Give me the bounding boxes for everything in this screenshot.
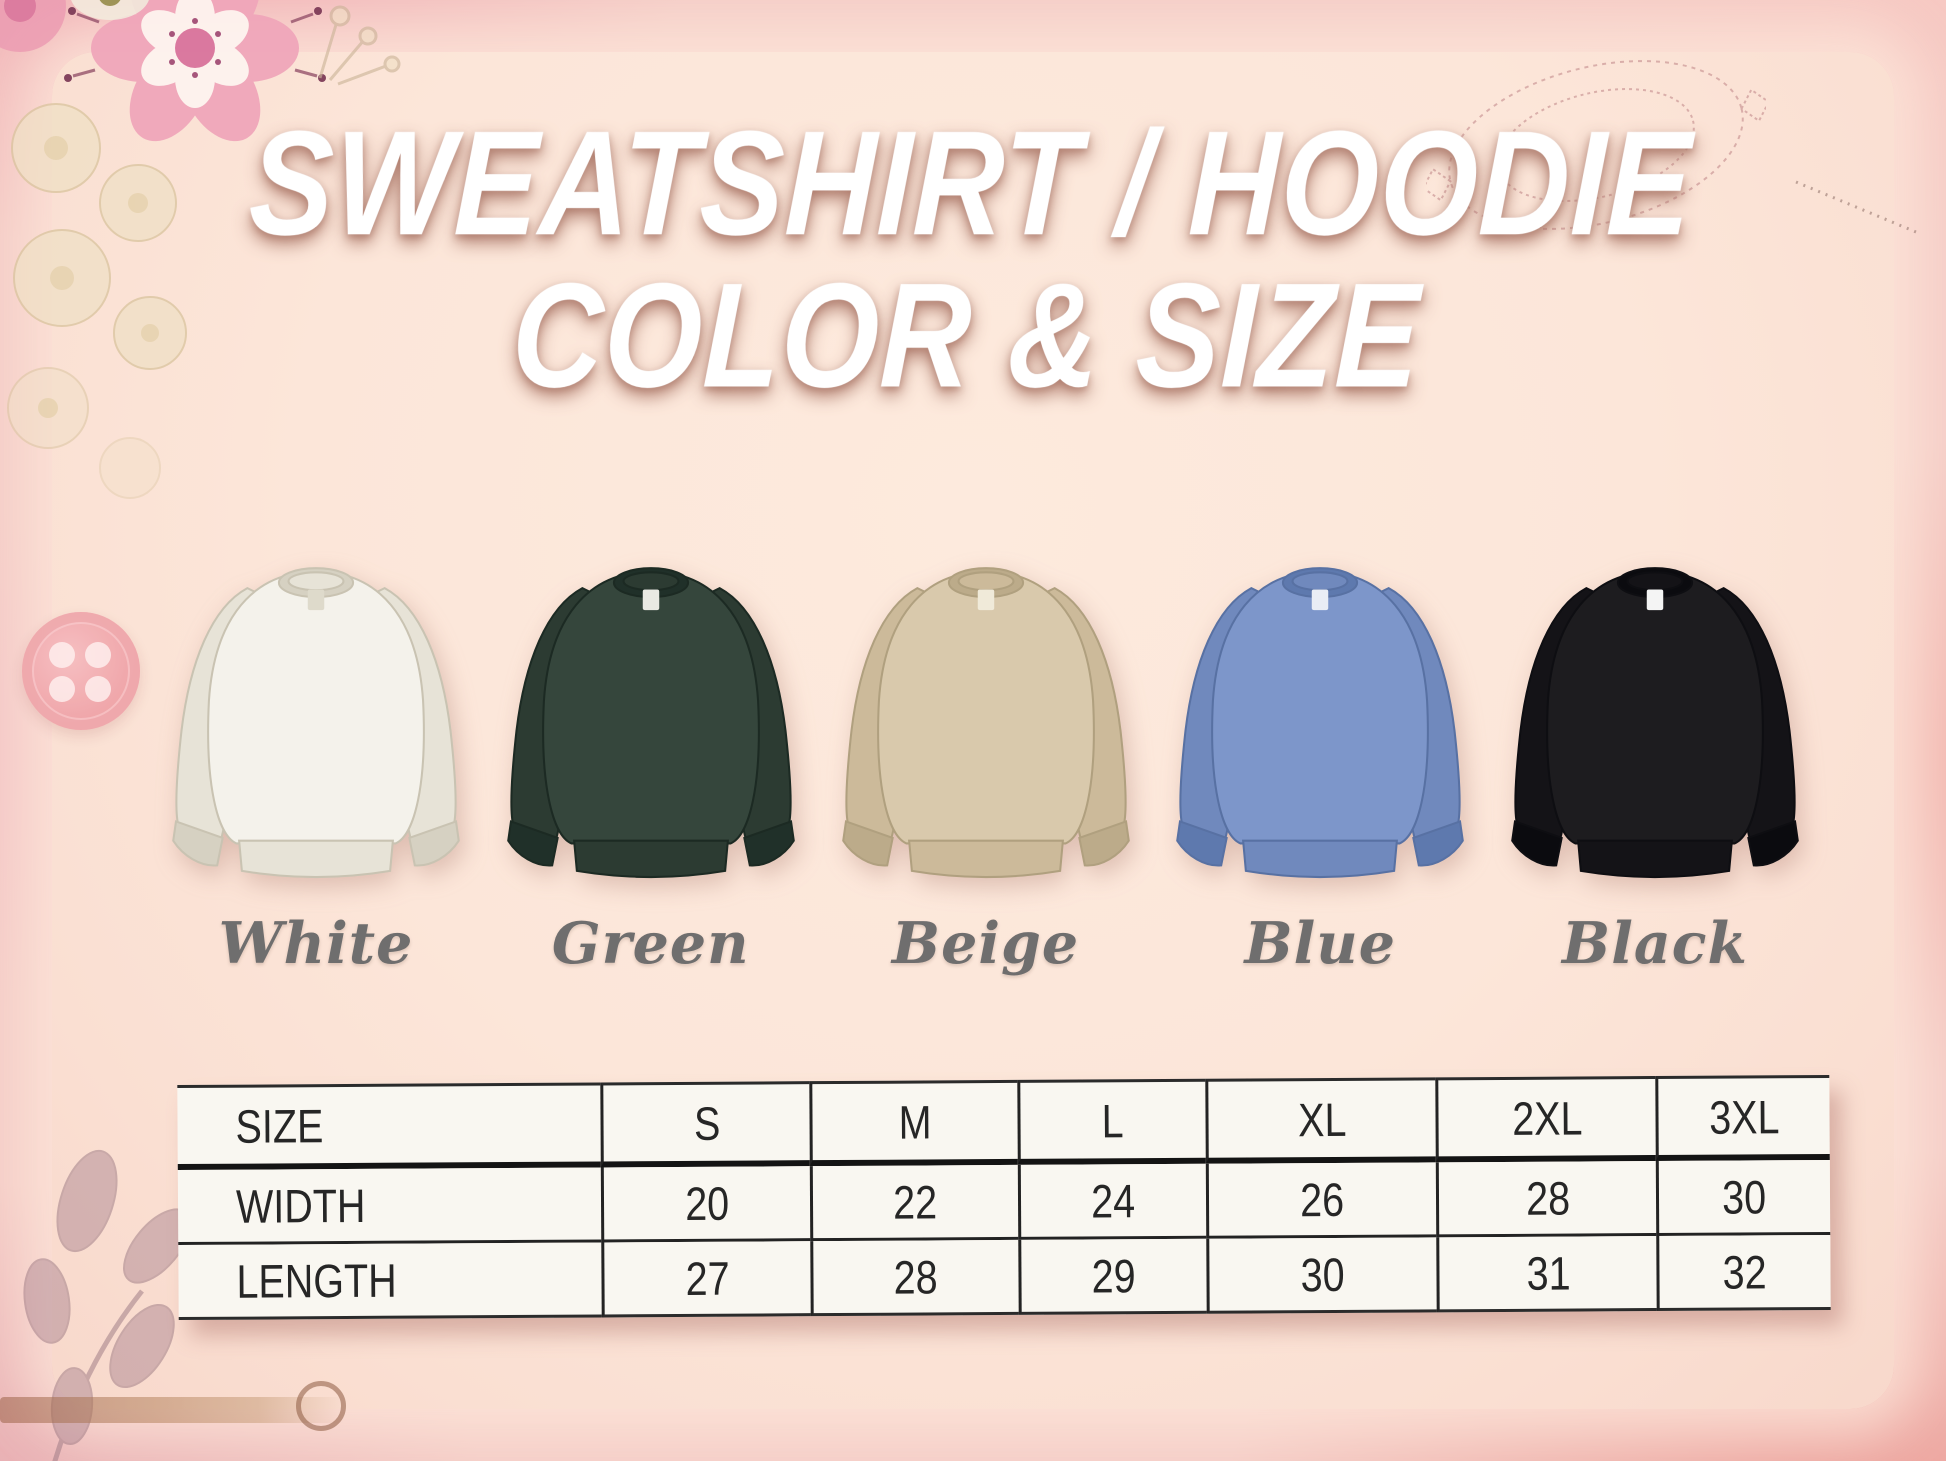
table-header-cell: XL (1205, 1077, 1437, 1164)
table-header-cell: SIZE (177, 1082, 602, 1171)
color-label: Beige (891, 910, 1080, 977)
table-cell: 30 (1206, 1237, 1438, 1314)
table-cell: 32 (1656, 1234, 1831, 1312)
page-title: SWEATSHIRT / HOODIE COLOR & SIZE (0, 99, 1946, 418)
table-header-cell: M (809, 1079, 1018, 1167)
sweatshirt-image (841, 567, 1130, 879)
shirt-blue: Blue (1169, 552, 1471, 977)
color-label: Black (1562, 910, 1748, 977)
table-cell: 20 (601, 1166, 811, 1243)
table-cell: 29 (1018, 1238, 1207, 1315)
table-cell: 30 (1655, 1159, 1831, 1237)
table-cell: 28 (810, 1239, 1019, 1317)
table-header-cell: S (600, 1081, 810, 1168)
sweatshirt-image (506, 567, 795, 879)
table-header-cell: 2XL (1435, 1076, 1656, 1163)
table-cell: 24 (1017, 1163, 1207, 1240)
shirt-beige: Beige (835, 552, 1137, 977)
table-cell: 28 (1436, 1161, 1657, 1238)
sweatshirt-image (1511, 567, 1799, 879)
table-cell: WIDTH (177, 1167, 602, 1246)
table-cell: LENGTH (178, 1242, 603, 1321)
sweatshirt-image (1176, 567, 1465, 879)
size-table: SIZE S M L XL 2XL 3XL WIDTH 20 22 24 26 28 30 LENGTH 27… (177, 1074, 1831, 1321)
table-cell: 26 (1205, 1162, 1437, 1239)
shirt-white: White (165, 552, 467, 977)
color-label: Green (551, 910, 750, 977)
table-cell: 22 (809, 1164, 1019, 1242)
title-line-2: COLOR & SIZE (509, 251, 1423, 418)
table-header-cell: L (1017, 1078, 1206, 1165)
title-line-1: SWEATSHIRT / HOODIE (247, 99, 1695, 267)
shirt-green: Green (500, 552, 802, 977)
color-options-row: White Green (165, 552, 1806, 977)
shirt-black: Black (1504, 552, 1806, 977)
table-cell: 31 (1436, 1236, 1657, 1313)
table-header-cell: 3XL (1655, 1074, 1830, 1162)
table-cell: 27 (601, 1241, 811, 1318)
sweatshirt-image (172, 567, 460, 879)
color-label: Blue (1244, 910, 1397, 977)
color-label: White (218, 910, 414, 977)
